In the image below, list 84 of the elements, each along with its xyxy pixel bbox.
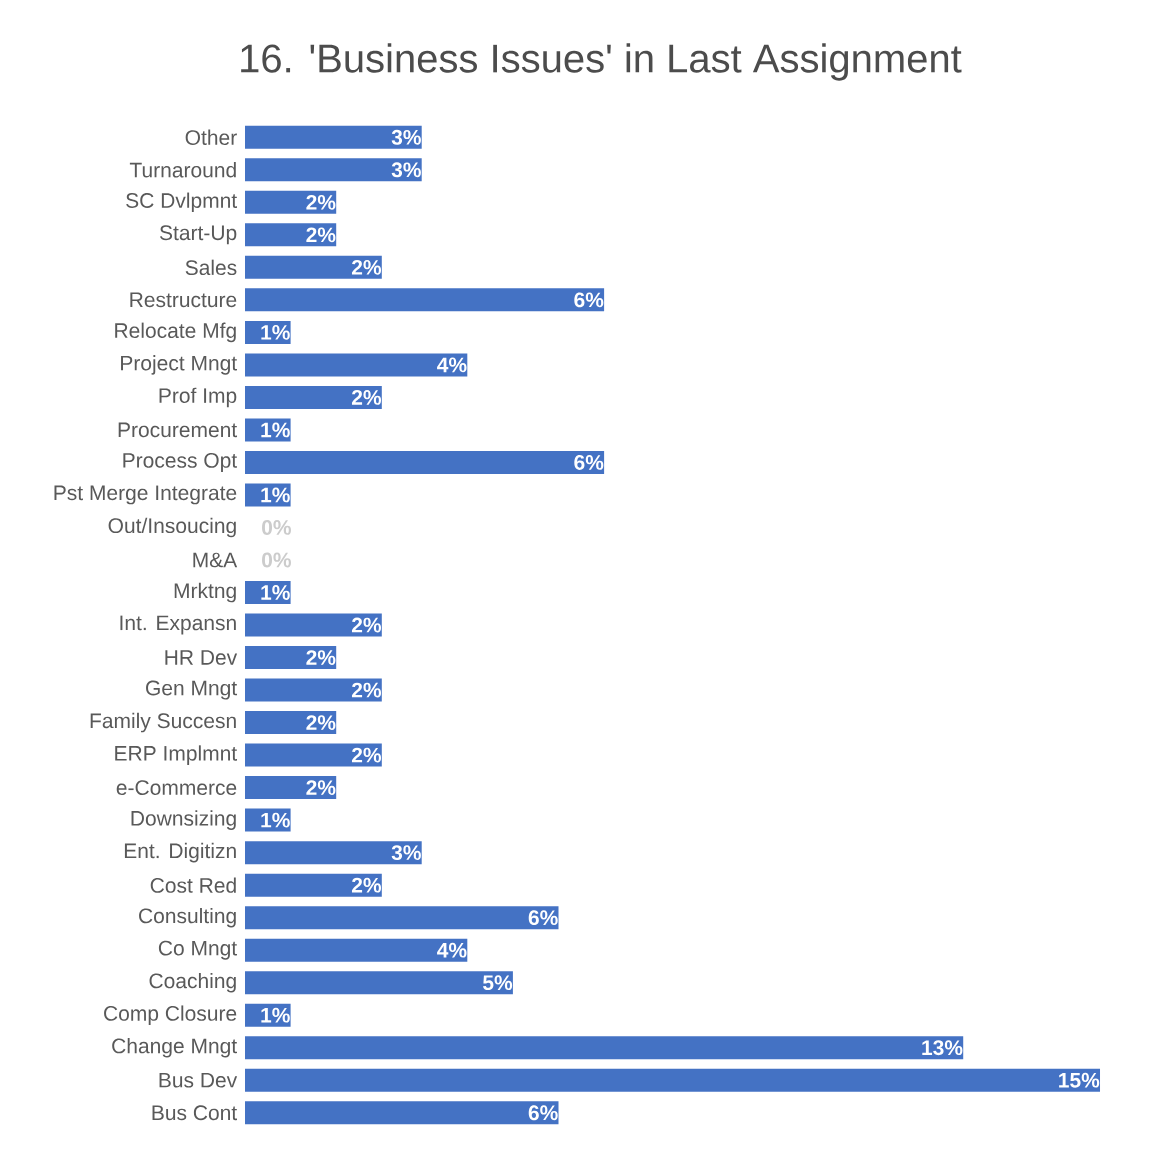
bar bbox=[245, 938, 468, 962]
y-tick-label: Prof Imp bbox=[159, 387, 237, 408]
y-tick-label: Change Mngt bbox=[112, 1037, 237, 1058]
y-tick-label: Gen Mngt bbox=[146, 680, 238, 700]
chart-title: 16. 'Business Issues' in Last Assignment bbox=[241, 43, 962, 81]
bar bbox=[245, 223, 337, 247]
data-label: 2% bbox=[351, 682, 382, 698]
y-tick-label: Restructure bbox=[130, 292, 237, 308]
y-tick-label: Start-Up bbox=[159, 225, 237, 245]
data-label: 6% bbox=[528, 1105, 558, 1121]
bar bbox=[245, 158, 422, 182]
data-label: 2% bbox=[351, 877, 382, 893]
y-tick-label: Process Opt bbox=[123, 452, 238, 472]
data-label: 5% bbox=[483, 975, 513, 991]
y-tick-label: Coaching bbox=[149, 972, 236, 993]
data-label: 2% bbox=[306, 715, 336, 730]
y-tick-label: Out/Insoucing bbox=[108, 517, 236, 538]
data-label: 1% bbox=[261, 812, 290, 828]
bar bbox=[245, 288, 605, 312]
data-label: 6% bbox=[574, 455, 604, 470]
y-tick-label: Comp Closure bbox=[104, 1005, 237, 1025]
data-label: 2% bbox=[351, 259, 382, 275]
y-tick-label: SC Dvlpmnt bbox=[126, 192, 238, 213]
y-tick-label: HR Dev bbox=[165, 650, 238, 665]
data-label: 2% bbox=[306, 194, 336, 210]
y-tick-label: Turnaround bbox=[129, 162, 236, 178]
data-label: 4% bbox=[437, 942, 467, 958]
y-tick-label: Sales bbox=[185, 259, 237, 276]
y-tick-label: Downsizing bbox=[131, 810, 236, 830]
data-label: 4% bbox=[437, 357, 467, 373]
y-tick-label: Ent. Digitizn bbox=[124, 842, 236, 863]
data-label: 2% bbox=[351, 390, 382, 405]
bar bbox=[245, 255, 382, 279]
y-tick-label: e-Commerce bbox=[116, 780, 237, 796]
data-label: 2% bbox=[306, 780, 336, 796]
data-label: 13% bbox=[922, 1040, 963, 1056]
bar bbox=[245, 190, 337, 214]
y-tick-label: Bus Dev bbox=[159, 1072, 238, 1088]
bar bbox=[245, 906, 559, 930]
bar bbox=[245, 353, 468, 377]
data-label: 6% bbox=[528, 910, 558, 926]
bar bbox=[245, 646, 337, 670]
y-tick-label: Consulting bbox=[139, 907, 236, 928]
bar bbox=[245, 125, 422, 149]
data-label: 1% bbox=[261, 487, 290, 503]
y-tick-label: Bus Cont bbox=[152, 1105, 238, 1121]
bar bbox=[245, 711, 337, 735]
data-label: 3% bbox=[391, 162, 421, 178]
data-label: 2% bbox=[351, 617, 382, 633]
bar bbox=[245, 1068, 1101, 1092]
data-label: 1% bbox=[261, 1007, 290, 1023]
data-label: 6% bbox=[574, 292, 604, 308]
data-label: 1% bbox=[261, 422, 290, 438]
data-label: 3% bbox=[391, 129, 421, 145]
data-label: 15% bbox=[1059, 1072, 1100, 1088]
bar bbox=[245, 613, 382, 637]
bar bbox=[245, 743, 382, 767]
y-tick-label: M&A bbox=[193, 552, 238, 568]
bar bbox=[245, 450, 605, 474]
bar bbox=[245, 1101, 559, 1125]
y-tick-label: Procurement bbox=[118, 422, 238, 438]
y-tick-label: Co Mngt bbox=[158, 940, 238, 960]
bar bbox=[245, 776, 337, 800]
data-label: 1% bbox=[261, 585, 290, 600]
y-tick-label: Cost Red bbox=[150, 877, 236, 893]
data-label: 3% bbox=[391, 845, 421, 861]
y-tick-label: Family Succesn bbox=[90, 712, 236, 733]
bar bbox=[245, 385, 382, 409]
y-tick-label: Int. Expansn bbox=[120, 615, 236, 635]
y-tick-label: Mrktng bbox=[174, 582, 236, 603]
y-tick-label: ERP Implmnt bbox=[115, 745, 238, 765]
data-label: 2% bbox=[306, 227, 336, 243]
y-tick-label: Pst Merge Integrate bbox=[54, 485, 237, 505]
data-label: 2% bbox=[306, 650, 336, 665]
data-label: 1% bbox=[261, 324, 290, 340]
bar bbox=[245, 873, 382, 897]
bar bbox=[245, 971, 513, 995]
y-tick-label: Other bbox=[185, 129, 237, 146]
bar bbox=[245, 678, 382, 702]
y-tick-label: Relocate Mfg bbox=[115, 322, 236, 343]
bar bbox=[245, 1036, 964, 1060]
y-tick-label: Project Mngt bbox=[121, 355, 238, 375]
data-label: 2% bbox=[351, 747, 382, 763]
bar bbox=[245, 841, 422, 865]
